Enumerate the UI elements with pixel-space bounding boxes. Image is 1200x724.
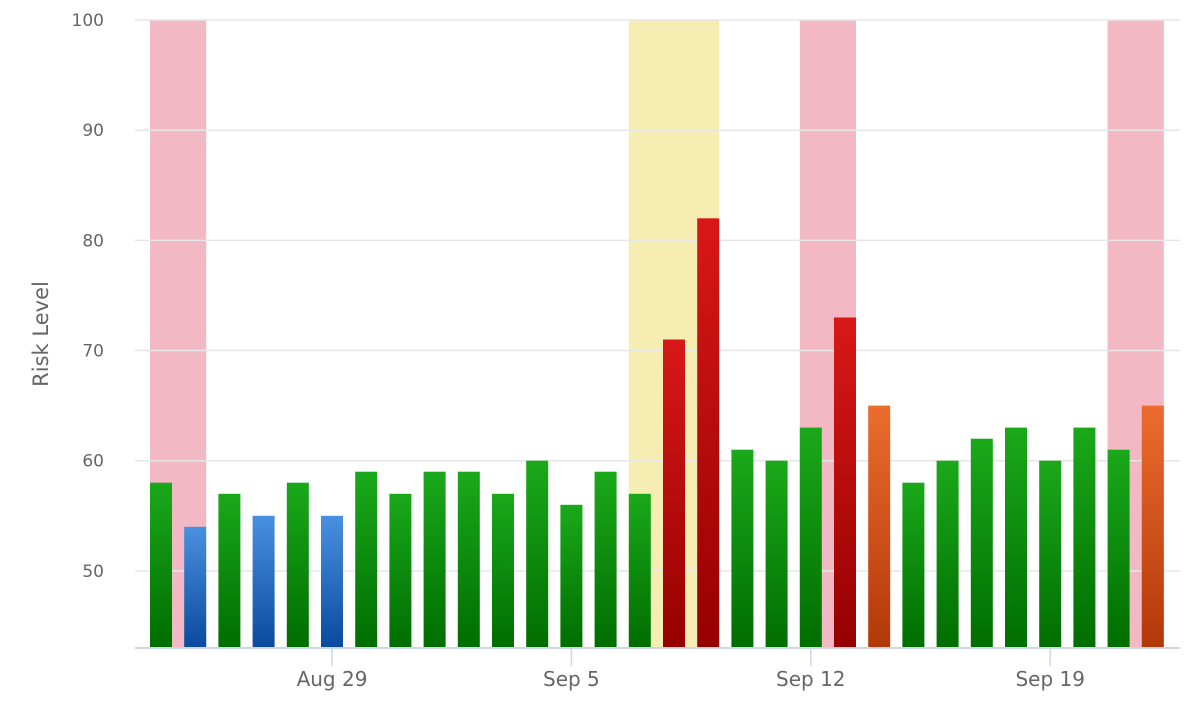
bar-sep-9 <box>697 218 720 649</box>
x-tick-label-aug-29: Aug 29 <box>297 667 368 691</box>
x-tick-label-sep-19: Sep 19 <box>1015 667 1085 691</box>
bar-aug-31 <box>389 493 412 648</box>
y-axis-ticks: 50 60 70 80 90 100 <box>72 11 104 582</box>
bar-sep-8 <box>663 339 685 648</box>
bar-aug-26 <box>218 493 241 648</box>
bar-sep-11 <box>765 460 788 648</box>
bar-sep-4 <box>526 460 549 648</box>
y-tick-label-70: 70 <box>82 342 104 362</box>
bar-sep-1 <box>423 471 446 648</box>
bar-sep-15 <box>902 482 925 648</box>
bar-aug-25 <box>184 526 207 648</box>
bar-aug-29 <box>321 515 343 648</box>
bar-sep-2 <box>457 471 480 648</box>
y-tick-label-90: 90 <box>82 121 104 141</box>
y-tick-label-80: 80 <box>82 231 104 251</box>
bar-aug-30 <box>355 471 378 648</box>
bar-sep-10 <box>731 449 754 648</box>
bar-aug-28 <box>286 482 309 648</box>
bar-sep-19 <box>1039 460 1062 648</box>
bar-sep-5 <box>560 504 583 648</box>
bar-sep-7 <box>628 493 651 648</box>
y-tick-label-50: 50 <box>82 562 104 582</box>
x-tick-label-sep-5: Sep 5 <box>543 667 600 691</box>
x-axis-ticks: Aug 29 Sep 5 Sep 12 Sep 19 <box>297 648 1085 691</box>
x-tick-label-sep-12: Sep 12 <box>776 667 846 691</box>
bar-sep-14 <box>868 405 891 648</box>
bar-aug-27 <box>252 515 275 648</box>
bar-aug-24 <box>150 482 172 648</box>
bar-sep-21 <box>1107 449 1130 648</box>
bar-sep-3 <box>492 493 514 648</box>
bar-sep-22 <box>1141 405 1164 648</box>
bar-sep-13 <box>834 317 856 648</box>
y-tick-label-60: 60 <box>82 452 104 472</box>
bar-sep-16 <box>936 460 959 648</box>
y-tick-label-100: 100 <box>72 11 104 31</box>
bar-series <box>150 218 1164 649</box>
bar-sep-18 <box>1005 427 1027 648</box>
bar-sep-12 <box>799 427 822 648</box>
bar-sep-6 <box>594 471 617 648</box>
bar-sep-17 <box>970 438 993 648</box>
y-axis-title: Risk Level <box>29 281 53 387</box>
bar-sep-20 <box>1073 427 1096 648</box>
